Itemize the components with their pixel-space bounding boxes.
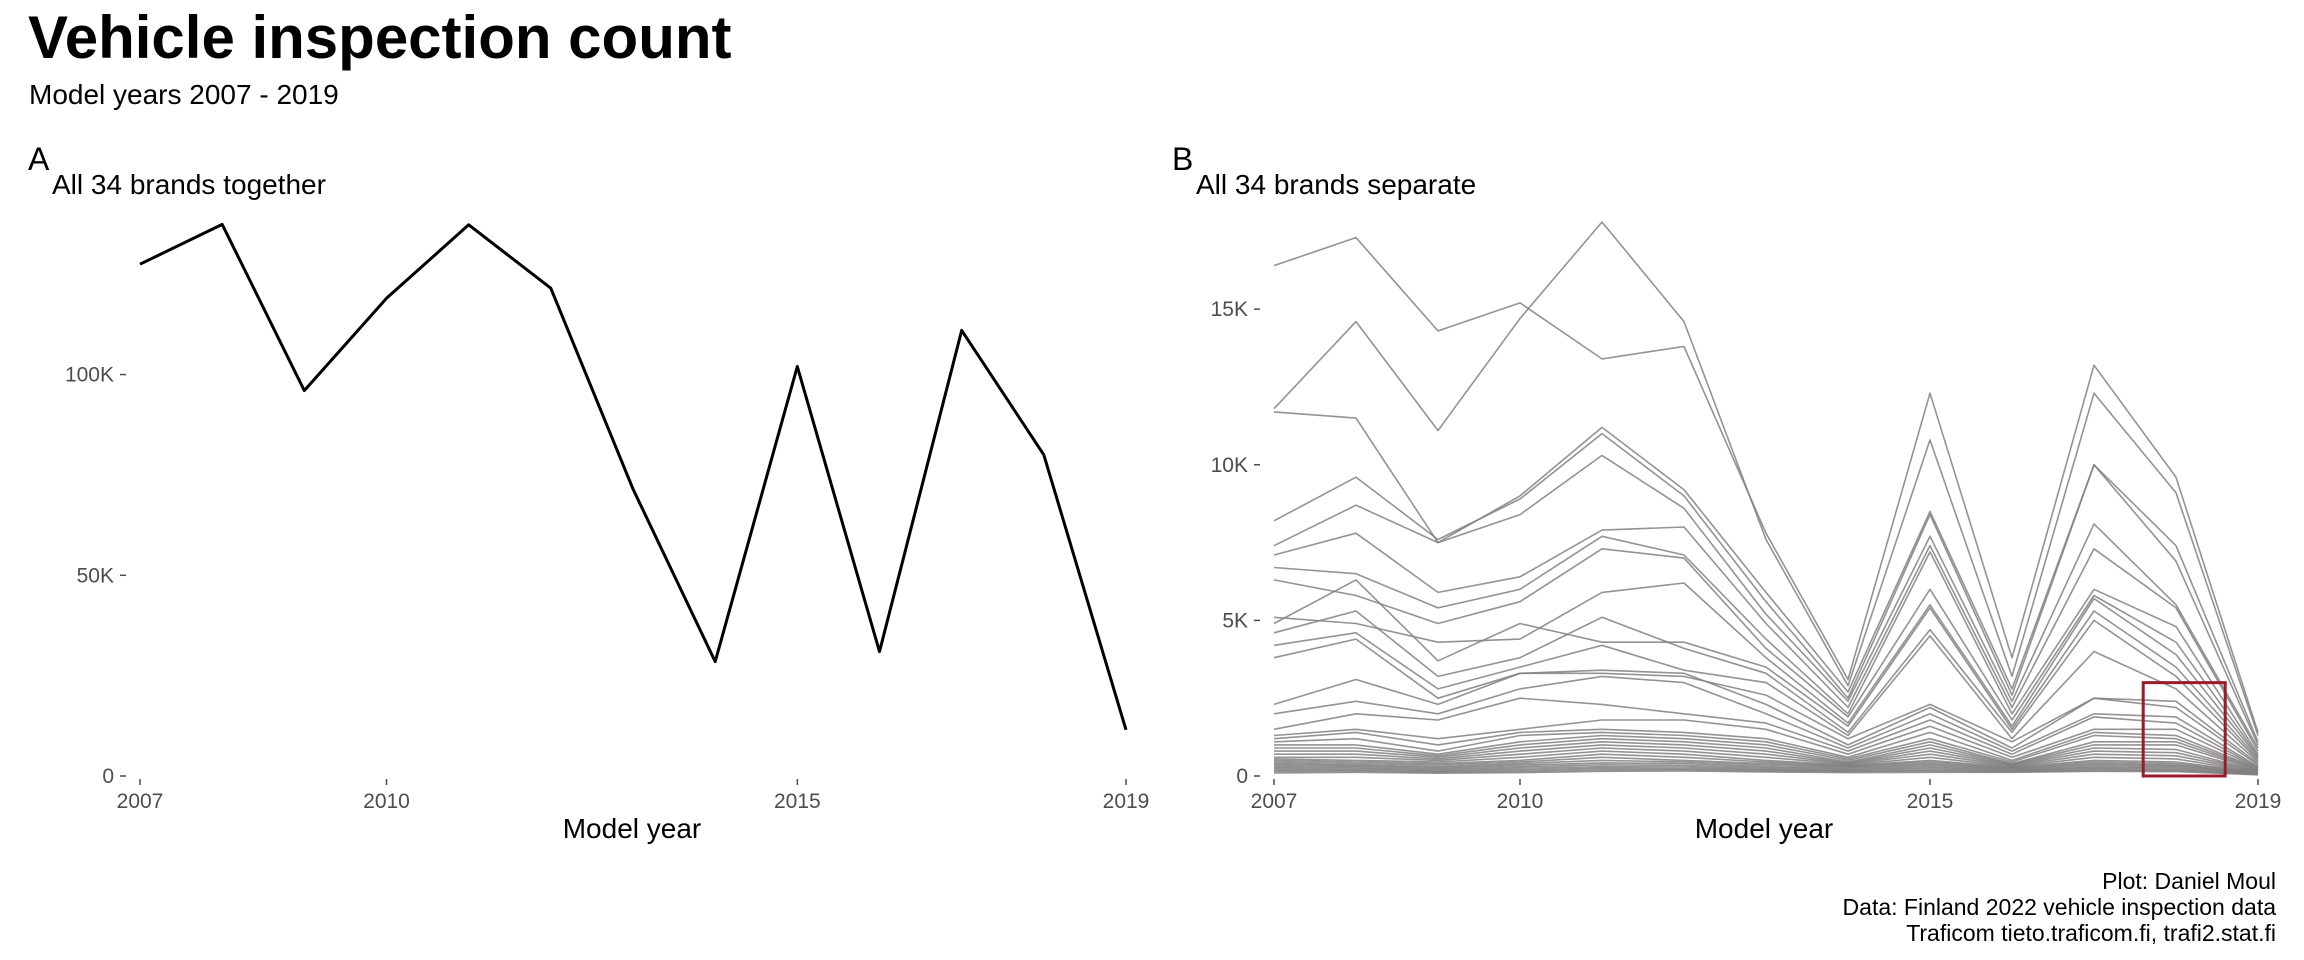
caption-credit: Plot: Daniel Moul [2102,868,2276,894]
panel-b-series-line [1274,767,2259,775]
panel-b-series-line [1273,759,2259,774]
panel-b-x-axis: 2007 2010 2015 2019 [1251,779,2282,813]
panel-b-series-line [1273,526,2259,752]
panel-b-series-line [1273,719,2259,769]
panel-b-annotation [2141,681,2227,778]
panel-a-title: All 34 brands together [52,169,326,200]
panel-b-series-line [1273,764,2259,775]
panel-b-series-line [1274,734,2259,771]
panel-b-series-line [1274,747,2259,773]
panel-b-series-line [1273,728,2259,770]
panel-b-series-line [1274,741,2259,772]
panel-b-highlight-box [2141,681,2227,778]
panel-b-x-tick-label: 2007 [1251,790,1298,813]
panel-a-x-tick-label: 2015 [774,790,821,813]
panel-b-series-line [1273,632,2259,763]
panel-b-y-tick-label: 5K [1222,609,1248,632]
panel-b-series-line [1273,582,2259,758]
panel-b-series-line [1273,221,2259,736]
caption-data-urls: Traficom tieto.traficom.fi, trafi2.stat.… [1906,920,2276,946]
panel-b-series-line [1273,579,2259,760]
panel-b-x-axis-title: Model year [1695,813,1834,844]
panel-b-series-line [1273,756,2259,774]
panel-b-series-line [1273,697,2259,769]
panel-b-series-line [1273,675,2259,768]
panel-a-series [139,222,1128,731]
panel-b-series-line [1273,762,2259,774]
panel-b-series-line [1273,548,2259,757]
panel-b-series-line [1273,769,2259,776]
caption-data-source: Data: Finland 2022 vehicle inspection da… [1842,894,2276,920]
panel-a-x-axis-title: Model year [563,813,702,844]
chart-caption: Plot: Daniel Moul Data: Finland 2022 veh… [1843,868,2276,946]
panel-b-series-line [1273,432,2259,746]
chart-subtitle: Model years 2007 - 2019 [29,79,339,110]
panel-b-x-tick-label: 2019 [2235,790,2282,813]
panel-a-y-tick-label: 100K [65,364,114,387]
panel-b-series-line [1273,535,2259,755]
panel-a-series-line [139,222,1128,731]
panel-b-series-line [1273,770,2259,776]
chart-title: Vehicle inspection count [28,4,732,71]
panel-b-y-tick-label: 10K [1211,454,1248,477]
panel-b-series-line [1274,737,2259,772]
panel-a-y-tick-label: 50K [77,564,114,587]
panel-b-x-tick-label: 2010 [1497,790,1544,813]
panel-b-series-line [1273,731,2259,770]
panel-a-x-tick-label: 2019 [1103,790,1150,813]
panel-a-x-tick-label: 2007 [117,790,164,813]
panel-b-tag: B [1172,141,1193,177]
panel-b-series-line [1274,744,2259,773]
panel-a-x-axis: 2007 2010 2015 2019 [117,779,1150,813]
panel-b-y-tick-label: 0 [1236,765,1248,788]
panel-a-y-axis: 0 50K 100K [65,364,126,788]
panel-b-x-tick-label: 2015 [1907,790,1954,813]
panel-b-y-tick-label: 15K [1211,298,1248,321]
panel-b-series-line [1273,610,2259,761]
panel-b-series-line [1273,411,2259,743]
panel-b-series-line [1273,669,2259,766]
panel-b-series-line [1273,236,2259,733]
panel-b-series [1273,221,2259,776]
panel-a-x-tick-label: 2010 [363,790,410,813]
panel-b-series-line [1273,753,2259,774]
panel-b-series-line [1273,765,2259,775]
panel-b-series-line [1273,454,2259,749]
panel-a-y-tick-label: 0 [102,765,114,788]
panel-b-title: All 34 brands separate [1196,169,1476,200]
panel-b-y-axis: 0 5K 10K 15K [1211,298,1260,788]
panel-b-series-line [1273,750,2259,773]
panel-a-tag: A [28,141,50,177]
